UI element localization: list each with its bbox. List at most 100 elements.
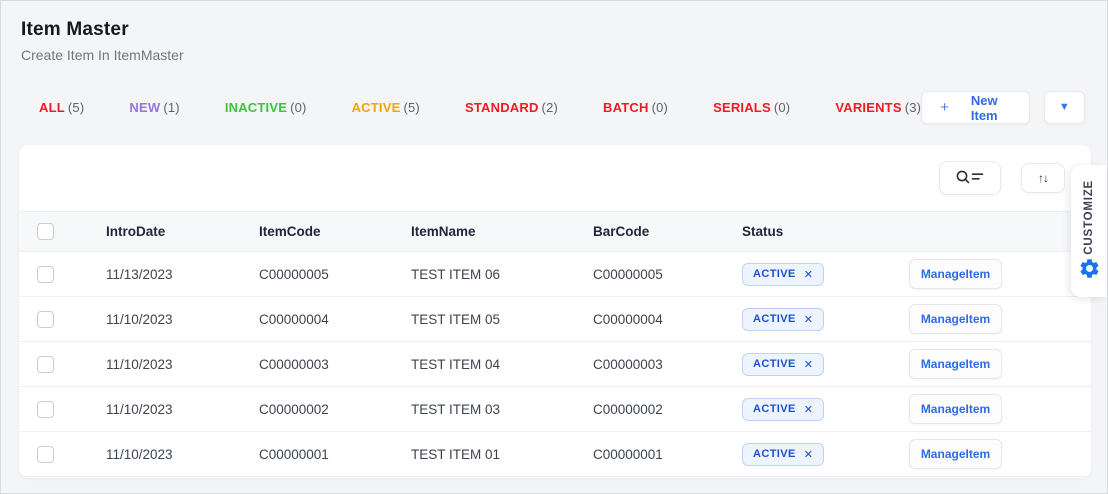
- card-toolbar: ↑↓: [19, 145, 1091, 211]
- page-title: Item Master: [21, 19, 129, 40]
- page-header: Item Master Create Item In ItemMaster: [1, 1, 1107, 63]
- header-actions: [909, 212, 1091, 252]
- close-icon[interactable]: ✕: [803, 358, 814, 371]
- cell-barcode: C00000005: [593, 266, 663, 282]
- items-card: ↑↓ IntroDate ItemCode ItemName BarCode S…: [19, 145, 1091, 478]
- tab-batch[interactable]: BATCH (0): [603, 100, 668, 115]
- cell-introdate: 11/10/2023: [106, 356, 173, 372]
- tab-label: VARIENTS: [835, 100, 902, 115]
- select-all-checkbox[interactable]: [37, 223, 54, 240]
- status-badge: ACTIVE ✕: [742, 352, 825, 376]
- tab-count: (2): [541, 100, 559, 115]
- customize-panel: CUSTOMIZE: [1071, 165, 1107, 297]
- cell-barcode: C00000002: [593, 401, 663, 417]
- header-introdate: IntroDate: [106, 224, 166, 239]
- header-barcode: BarCode: [593, 224, 650, 239]
- header-status: Status: [742, 224, 784, 239]
- tabs-row: ALL (5) NEW (1) INACTIVE (0) ACTIVE (5) STAN…: [39, 91, 1085, 124]
- cell-itemname: TEST ITEM 01: [411, 446, 501, 462]
- tab-all[interactable]: ALL (5): [39, 100, 84, 115]
- manage-item-button[interactable]: ManageItem: [909, 259, 1002, 289]
- status-text: ACTIVE: [753, 268, 796, 280]
- tab-label: INACTIVE: [224, 100, 288, 115]
- gear-icon[interactable]: [1078, 257, 1101, 285]
- cell-itemcode: C00000004: [259, 311, 329, 327]
- search-filter-button[interactable]: [939, 161, 1001, 195]
- table-row: 11/10/2023 C00000002 TEST ITEM 03 C00000…: [19, 387, 1091, 432]
- cell-itemname: TEST ITEM 04: [411, 356, 501, 372]
- cell-introdate: 11/10/2023: [106, 311, 173, 327]
- status-badge: ACTIVE ✕: [742, 442, 825, 466]
- cell-itemname: TEST ITEM 06: [411, 266, 501, 282]
- tab-count: (0): [290, 100, 307, 115]
- customize-tab[interactable]: CUSTOMIZE: [1083, 180, 1095, 255]
- status-text: ACTIVE: [753, 403, 796, 415]
- sort-button[interactable]: ↑↓: [1021, 163, 1065, 193]
- cell-itemcode: C00000005: [259, 266, 329, 282]
- cell-itemcode: C00000001: [259, 446, 329, 462]
- tab-varients[interactable]: VARIENTS (3): [835, 100, 921, 115]
- search-filter-icon: [955, 169, 985, 188]
- cell-itemname: TEST ITEM 03: [411, 401, 501, 417]
- status-text: ACTIVE: [753, 358, 796, 370]
- tab-count: (1): [163, 100, 180, 115]
- cell-itemcode: C00000002: [259, 401, 329, 417]
- manage-item-button[interactable]: ManageItem: [909, 349, 1002, 379]
- row-checkbox[interactable]: [37, 445, 54, 463]
- tab-count: (5): [67, 100, 85, 115]
- tab-count: (0): [651, 100, 669, 115]
- close-icon[interactable]: ✕: [803, 313, 814, 326]
- manage-item-button[interactable]: ManageItem: [909, 439, 1002, 469]
- filter-triangle-icon: ▼: [1058, 101, 1070, 113]
- status-text: ACTIVE: [753, 313, 796, 325]
- status-badge: ACTIVE ✕: [742, 307, 825, 331]
- new-item-button[interactable]: + New Item: [921, 91, 1030, 124]
- tab-count: (0): [773, 100, 791, 115]
- tab-label: BATCH: [603, 100, 649, 115]
- close-icon[interactable]: ✕: [803, 268, 814, 281]
- table-row: 11/10/2023 C00000001 TEST ITEM 01 C00000…: [19, 432, 1091, 477]
- tab-label: SERIALS: [713, 100, 771, 115]
- plus-icon: +: [940, 99, 949, 116]
- row-checkbox[interactable]: [37, 355, 54, 373]
- header-itemname: ItemName: [411, 224, 476, 239]
- tab-label: ACTIVE: [351, 100, 401, 115]
- tab-label: STANDARD: [464, 100, 539, 115]
- tab-active[interactable]: ACTIVE (5): [352, 100, 420, 115]
- tab-inactive[interactable]: INACTIVE (0): [225, 100, 307, 115]
- tabs-actions: + New Item ▼: [921, 91, 1085, 124]
- cell-introdate: 11/10/2023: [106, 446, 173, 462]
- close-icon[interactable]: ✕: [803, 403, 814, 416]
- tab-new[interactable]: NEW (1): [129, 100, 179, 115]
- cell-introdate: 11/10/2023: [106, 401, 173, 417]
- status-text: ACTIVE: [753, 448, 796, 460]
- close-icon[interactable]: ✕: [803, 448, 814, 461]
- row-checkbox[interactable]: [37, 310, 54, 328]
- status-badge: ACTIVE ✕: [742, 397, 825, 421]
- cell-itemname: TEST ITEM 05: [411, 311, 501, 327]
- manage-item-button[interactable]: ManageItem: [909, 394, 1002, 424]
- tab-serials[interactable]: SERIALS (0): [713, 100, 790, 115]
- status-badge: ACTIVE ✕: [742, 262, 825, 286]
- tab-count: (5): [403, 100, 420, 115]
- manage-item-button[interactable]: ManageItem: [909, 304, 1002, 334]
- tab-standard[interactable]: STANDARD (2): [465, 100, 558, 115]
- items-table: IntroDate ItemCode ItemName BarCode Stat…: [19, 211, 1091, 477]
- cell-barcode: C00000003: [593, 356, 663, 372]
- table-row: 11/10/2023 C00000004 TEST ITEM 05 C00000…: [19, 297, 1091, 342]
- cell-introdate: 11/13/2023: [106, 266, 173, 282]
- cell-barcode: C00000001: [593, 446, 663, 462]
- tab-label: NEW: [129, 100, 161, 115]
- cell-barcode: C00000004: [593, 311, 663, 327]
- row-checkbox[interactable]: [37, 400, 54, 418]
- table-header-row: IntroDate ItemCode ItemName BarCode Stat…: [19, 211, 1091, 252]
- row-checkbox[interactable]: [37, 265, 54, 283]
- cell-itemcode: C00000003: [259, 356, 329, 372]
- filter-dropdown-button[interactable]: ▼: [1043, 91, 1085, 124]
- header-itemcode: ItemCode: [259, 224, 321, 239]
- tab-count: (3): [904, 100, 922, 115]
- table-row: 11/13/2023 C00000005 TEST ITEM 06 C00000…: [19, 252, 1091, 297]
- filter-tabs: ALL (5) NEW (1) INACTIVE (0) ACTIVE (5) STAN…: [39, 100, 921, 115]
- sort-arrows-icon: ↑↓: [1038, 171, 1049, 185]
- new-item-label: New Item: [970, 92, 998, 123]
